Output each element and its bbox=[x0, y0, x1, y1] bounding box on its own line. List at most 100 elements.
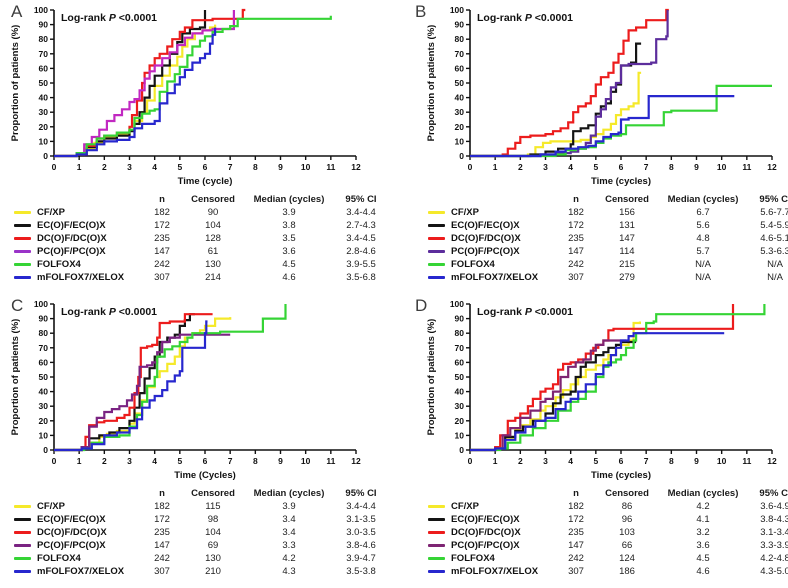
regimen-label: DC(O)F/DC(O)X bbox=[37, 233, 107, 244]
stat-value: 182 bbox=[568, 501, 584, 512]
stats-table-B: n Censored Median (cycles) 95% CI CF/XP 182 15… bbox=[428, 193, 788, 284]
curve-pc-o-f-pc-o-x bbox=[470, 339, 626, 452]
table-row: DC(O)F/DC(O)X 235 103 3.2 3.1-3.4 bbox=[428, 526, 788, 539]
table-row: PC(O)F/PC(O)X 147 61 3.6 2.8-4.6 bbox=[14, 245, 388, 258]
y-tick-label: 10 bbox=[455, 136, 465, 146]
stat-value: N/A bbox=[767, 272, 783, 283]
stat-value: 147 bbox=[568, 246, 584, 257]
stat-value: 128 bbox=[205, 233, 221, 244]
table-row: EC(O)F/EC(O)X 172 104 3.8 2.7-4.3 bbox=[14, 219, 388, 232]
stat-value: 186 bbox=[619, 566, 635, 577]
stat-value: 3.8 bbox=[282, 220, 296, 231]
column-header: Censored bbox=[605, 488, 649, 499]
regimen-label-cell: mFOLFOX7/XELOX bbox=[14, 271, 142, 284]
regimen-label: mFOLFOX7/XELOX bbox=[37, 566, 125, 577]
stat-value: 5.6-7.7 bbox=[760, 207, 788, 218]
y-tick-label: 80 bbox=[455, 328, 465, 338]
x-tick-label: 0 bbox=[52, 162, 57, 172]
x-tick-label: 7 bbox=[644, 162, 649, 172]
x-tick-label: 2 bbox=[518, 162, 523, 172]
x-tick-label: 5 bbox=[593, 162, 598, 172]
x-axis-label: Time (cycles) bbox=[591, 176, 651, 187]
curve-pc-o-f-pc-o-x bbox=[54, 333, 231, 452]
table-row: CF/XP 182 90 3.9 3.4-4.4 bbox=[14, 206, 388, 219]
stat-value: 90 bbox=[207, 207, 219, 218]
x-tick-label: 9 bbox=[278, 162, 283, 172]
x-tick-label: 7 bbox=[644, 456, 649, 466]
x-tick-label: 6 bbox=[619, 456, 624, 466]
stat-value: N/A bbox=[767, 259, 783, 270]
stat-value: 3.4 bbox=[282, 514, 296, 525]
curve-mfolfox7-xelox bbox=[54, 320, 208, 452]
table-body: CF/XP 182 86 4.2 3.6-4.9 EC(O)F/EC(O)X 172 96 4.… bbox=[428, 500, 788, 578]
y-tick-label: 60 bbox=[455, 357, 465, 367]
y-tick-label: 60 bbox=[39, 63, 49, 73]
regimen-label-cell: EC(O)F/EC(O)X bbox=[14, 219, 142, 232]
y-tick-label: 90 bbox=[455, 20, 465, 30]
y-axis-label: Proportion of patients (%) bbox=[10, 25, 21, 142]
curve-dc-o-f-dc-o-x bbox=[54, 313, 213, 452]
stat-value: 114 bbox=[619, 246, 635, 257]
y-tick-label: 90 bbox=[39, 314, 49, 324]
y-tick-label: 70 bbox=[455, 49, 465, 59]
logrank-title: Log-rank P <0.0001 bbox=[477, 12, 573, 24]
stats-table-D: n Censored Median (cycles) 95% CI CF/XP 182 86… bbox=[428, 487, 788, 578]
curve-ec-o-f-ec-o-x bbox=[470, 42, 642, 158]
legend-swatch-icon bbox=[428, 556, 445, 560]
table-head: n Censored Median (cycles) 95% CI bbox=[428, 487, 788, 500]
regimen-label-cell: FOLFOX4 bbox=[428, 552, 556, 565]
y-tick-label: 40 bbox=[39, 387, 49, 397]
stat-value: 96 bbox=[621, 514, 633, 525]
regimen-label: mFOLFOX7/XELOX bbox=[37, 272, 125, 283]
y-tick-label: 50 bbox=[455, 372, 465, 382]
stat-value: 235 bbox=[154, 527, 170, 538]
regimen-label-cell: DC(O)F/DC(O)X bbox=[428, 526, 556, 539]
stat-value: 147 bbox=[154, 246, 170, 257]
table-row: DC(O)F/DC(O)X 235 104 3.4 3.0-3.5 bbox=[14, 526, 388, 539]
regimen-label: CF/XP bbox=[37, 501, 65, 512]
y-tick-label: 30 bbox=[39, 401, 49, 411]
legend-swatch-icon bbox=[14, 275, 31, 279]
x-tick-label: 11 bbox=[742, 456, 751, 466]
stats-table-C: n Censored Median (cycles) 95% CI CF/XP 182 11… bbox=[14, 487, 388, 578]
x-tick-label: 3 bbox=[127, 456, 132, 466]
stat-value: 86 bbox=[621, 501, 633, 512]
y-tick-label: 60 bbox=[455, 63, 465, 73]
stats-table-wrap-D: n Censored Median (cycles) 95% CI CF/XP 182 86… bbox=[428, 487, 788, 578]
regimen-label: FOLFOX4 bbox=[451, 259, 495, 270]
stat-value: 147 bbox=[619, 233, 635, 244]
stat-value: 4.1 bbox=[696, 514, 710, 525]
stat-value: 3.4 bbox=[282, 527, 296, 538]
stat-value: 3.1-3.4 bbox=[760, 527, 788, 538]
y-tick-label: 0 bbox=[43, 151, 48, 161]
column-header: Median (cycles) bbox=[667, 194, 739, 205]
y-tick-label: 30 bbox=[455, 401, 465, 411]
x-tick-label: 0 bbox=[52, 456, 57, 466]
table-row: PC(O)F/PC(O)X 147 114 5.7 5.3-6.3 bbox=[428, 245, 788, 258]
y-tick-label: 40 bbox=[455, 387, 465, 397]
x-tick-label: 0 bbox=[468, 456, 473, 466]
logrank-title: Log-rank P <0.0001 bbox=[477, 306, 573, 318]
y-tick-label: 60 bbox=[39, 357, 49, 367]
stats-table-A: n Censored Median (cycles) 95% CI CF/XP 182 90… bbox=[14, 193, 388, 284]
stat-value: 4.8 bbox=[696, 233, 710, 244]
stat-value: 147 bbox=[154, 540, 170, 551]
panel-letter-A: A bbox=[11, 2, 23, 21]
table-head: n Censored Median (cycles) 95% CI bbox=[14, 487, 388, 500]
stat-value: 235 bbox=[568, 527, 584, 538]
y-tick-label: 40 bbox=[39, 93, 49, 103]
table-row: EC(O)F/EC(O)X 172 131 5.6 5.4-5.9 bbox=[428, 219, 788, 232]
stat-value: 130 bbox=[205, 259, 221, 270]
stat-value: 215 bbox=[619, 259, 635, 270]
header-row: n Censored Median (cycles) 95% CI bbox=[14, 193, 388, 206]
table-body: CF/XP 182 156 6.7 5.6-7.7 EC(O)F/EC(O)X 172 131… bbox=[428, 206, 788, 284]
x-tick-label: 1 bbox=[77, 456, 82, 466]
x-axis-label: Time (Cycles) bbox=[174, 470, 236, 481]
stat-value: 3.9-5.5 bbox=[346, 259, 376, 270]
legend-swatch-icon bbox=[14, 249, 31, 253]
header-row: n Censored Median (cycles) 95% CI bbox=[428, 193, 788, 206]
stat-value: 61 bbox=[207, 246, 219, 257]
x-tick-label: 12 bbox=[767, 456, 777, 466]
stats-table-wrap-B: n Censored Median (cycles) 95% CI CF/XP 182 15… bbox=[428, 193, 788, 284]
